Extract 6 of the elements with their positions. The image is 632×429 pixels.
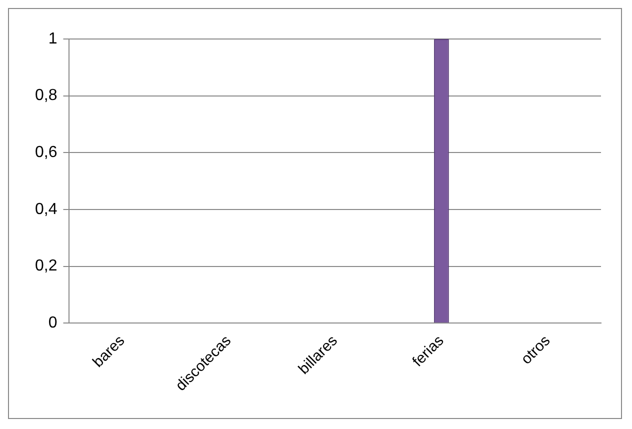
y-tick-label: 0,8 bbox=[34, 87, 58, 104]
y-tick-label: 0,2 bbox=[34, 258, 58, 275]
y-tick-label: 0 bbox=[48, 314, 58, 332]
y-tick-label: 0,6 bbox=[34, 144, 58, 162]
y-tick-label: 0,4 bbox=[34, 200, 58, 218]
y-tick-label: 1 bbox=[48, 30, 58, 48]
